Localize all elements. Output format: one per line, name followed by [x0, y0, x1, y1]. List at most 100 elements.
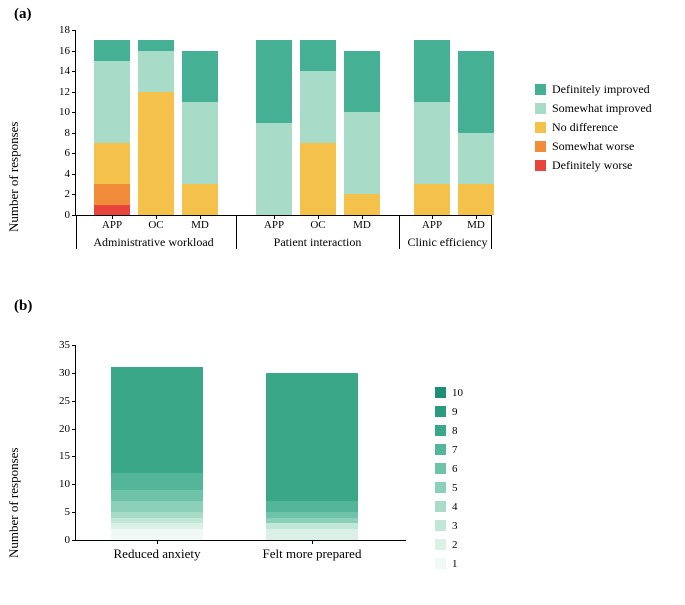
bar-segment [266, 512, 358, 518]
bar-segment [182, 184, 218, 215]
legend-item: Definitely worse [535, 158, 652, 173]
ytick-a [72, 30, 76, 31]
xtick-label-a: APP [422, 219, 442, 231]
ytick-b [72, 345, 76, 346]
ytick-label-a: 2 [65, 188, 71, 200]
bar-segment [266, 501, 358, 512]
xtick-b [157, 540, 158, 544]
ytick-a [72, 92, 76, 93]
legend-label: 5 [452, 482, 458, 494]
bar-a [458, 51, 494, 215]
bar-segment [111, 367, 203, 473]
ytick-label-a: 8 [65, 127, 71, 139]
bar-segment [266, 523, 358, 529]
legend-label: 10 [452, 387, 463, 399]
legend-item: 6 [435, 461, 463, 476]
group-separator [236, 215, 237, 249]
ytick-label-a: 6 [65, 147, 71, 159]
legend-swatch [435, 444, 446, 455]
legend-item: 7 [435, 442, 463, 457]
ytick-label-a: 10 [59, 106, 70, 118]
legend-item: 3 [435, 518, 463, 533]
ytick-b [72, 512, 76, 513]
legend-label: 2 [452, 539, 458, 551]
bar-segment [458, 184, 494, 215]
ytick-label-b: 10 [59, 478, 70, 490]
legend-item: Somewhat worse [535, 139, 652, 154]
xtick-label-b: Reduced anxiety [114, 546, 201, 562]
xtick-label-a: APP [264, 219, 284, 231]
ytick-label-a: 18 [59, 24, 70, 36]
legend-label: 4 [452, 501, 458, 513]
y-axis-label-b: Number of responses [6, 448, 22, 558]
bar-segment [266, 529, 358, 540]
bar-segment [414, 102, 450, 184]
ytick-label-b: 15 [59, 450, 70, 462]
legend-item: 2 [435, 537, 463, 552]
legend-item: 8 [435, 423, 463, 438]
legend-label: 8 [452, 425, 458, 437]
ytick-label-b: 30 [59, 367, 70, 379]
group-label: Administrative workload [93, 235, 213, 250]
ytick-a [72, 71, 76, 72]
legend-swatch [435, 539, 446, 550]
xtick-label-a: OC [148, 219, 163, 231]
ytick-label-b: 0 [65, 534, 71, 546]
ytick-label-b: 35 [59, 339, 70, 351]
bar-segment [414, 184, 450, 215]
ytick-a [72, 112, 76, 113]
ytick-label-b: 25 [59, 395, 70, 407]
ytick-label-a: 16 [59, 45, 70, 57]
xtick-label-a: OC [310, 219, 325, 231]
legend-label: 6 [452, 463, 458, 475]
bar-segment [111, 518, 203, 524]
legend-swatch [435, 558, 446, 569]
bar-segment [111, 473, 203, 490]
legend-item: Somewhat improved [535, 101, 652, 116]
bar-segment [138, 92, 174, 215]
bar-a [138, 40, 174, 215]
legend-swatch [535, 160, 546, 171]
group-separator [76, 215, 77, 249]
legend-item: 5 [435, 480, 463, 495]
legend-swatch [535, 84, 546, 95]
legend-swatch [435, 520, 446, 531]
bar-b [111, 367, 203, 540]
bar-segment [111, 529, 203, 540]
legend-item: Definitely improved [535, 82, 652, 97]
bar-segment [300, 71, 336, 143]
bar-segment [111, 523, 203, 529]
bar-b [266, 373, 358, 540]
ytick-label-a: 0 [65, 209, 71, 221]
legend-item: 9 [435, 404, 463, 419]
panel-label-b: (b) [14, 298, 32, 315]
legend-item: 1 [435, 556, 463, 571]
bar-a [300, 40, 336, 215]
legend-item: 10 [435, 385, 463, 400]
ytick-b [72, 373, 76, 374]
legend-label: Somewhat worse [552, 139, 634, 154]
page: (a) Number of responses 024681012141618A… [0, 0, 685, 605]
bar-segment [94, 61, 130, 143]
group-separator [491, 215, 492, 249]
xtick-label-a: APP [102, 219, 122, 231]
bar-segment [138, 40, 174, 50]
bar-segment [266, 518, 358, 524]
bar-segment [94, 40, 130, 61]
bar-a [256, 40, 292, 215]
bar-segment [94, 143, 130, 184]
legend-label: Definitely improved [552, 82, 650, 97]
ytick-label-b: 20 [59, 423, 70, 435]
bar-segment [256, 40, 292, 122]
ytick-a [72, 51, 76, 52]
legend-label: 7 [452, 444, 458, 456]
legend-swatch [435, 482, 446, 493]
xtick-b [312, 540, 313, 544]
bar-segment [458, 133, 494, 184]
ytick-a [72, 133, 76, 134]
bar-segment [458, 51, 494, 133]
chart-b-plot: 05101520253035Reduced anxietyFelt more p… [75, 345, 406, 541]
xtick-label-b: Felt more prepared [263, 546, 362, 562]
ytick-label-b: 5 [65, 506, 71, 518]
legend-label: 3 [452, 520, 458, 532]
